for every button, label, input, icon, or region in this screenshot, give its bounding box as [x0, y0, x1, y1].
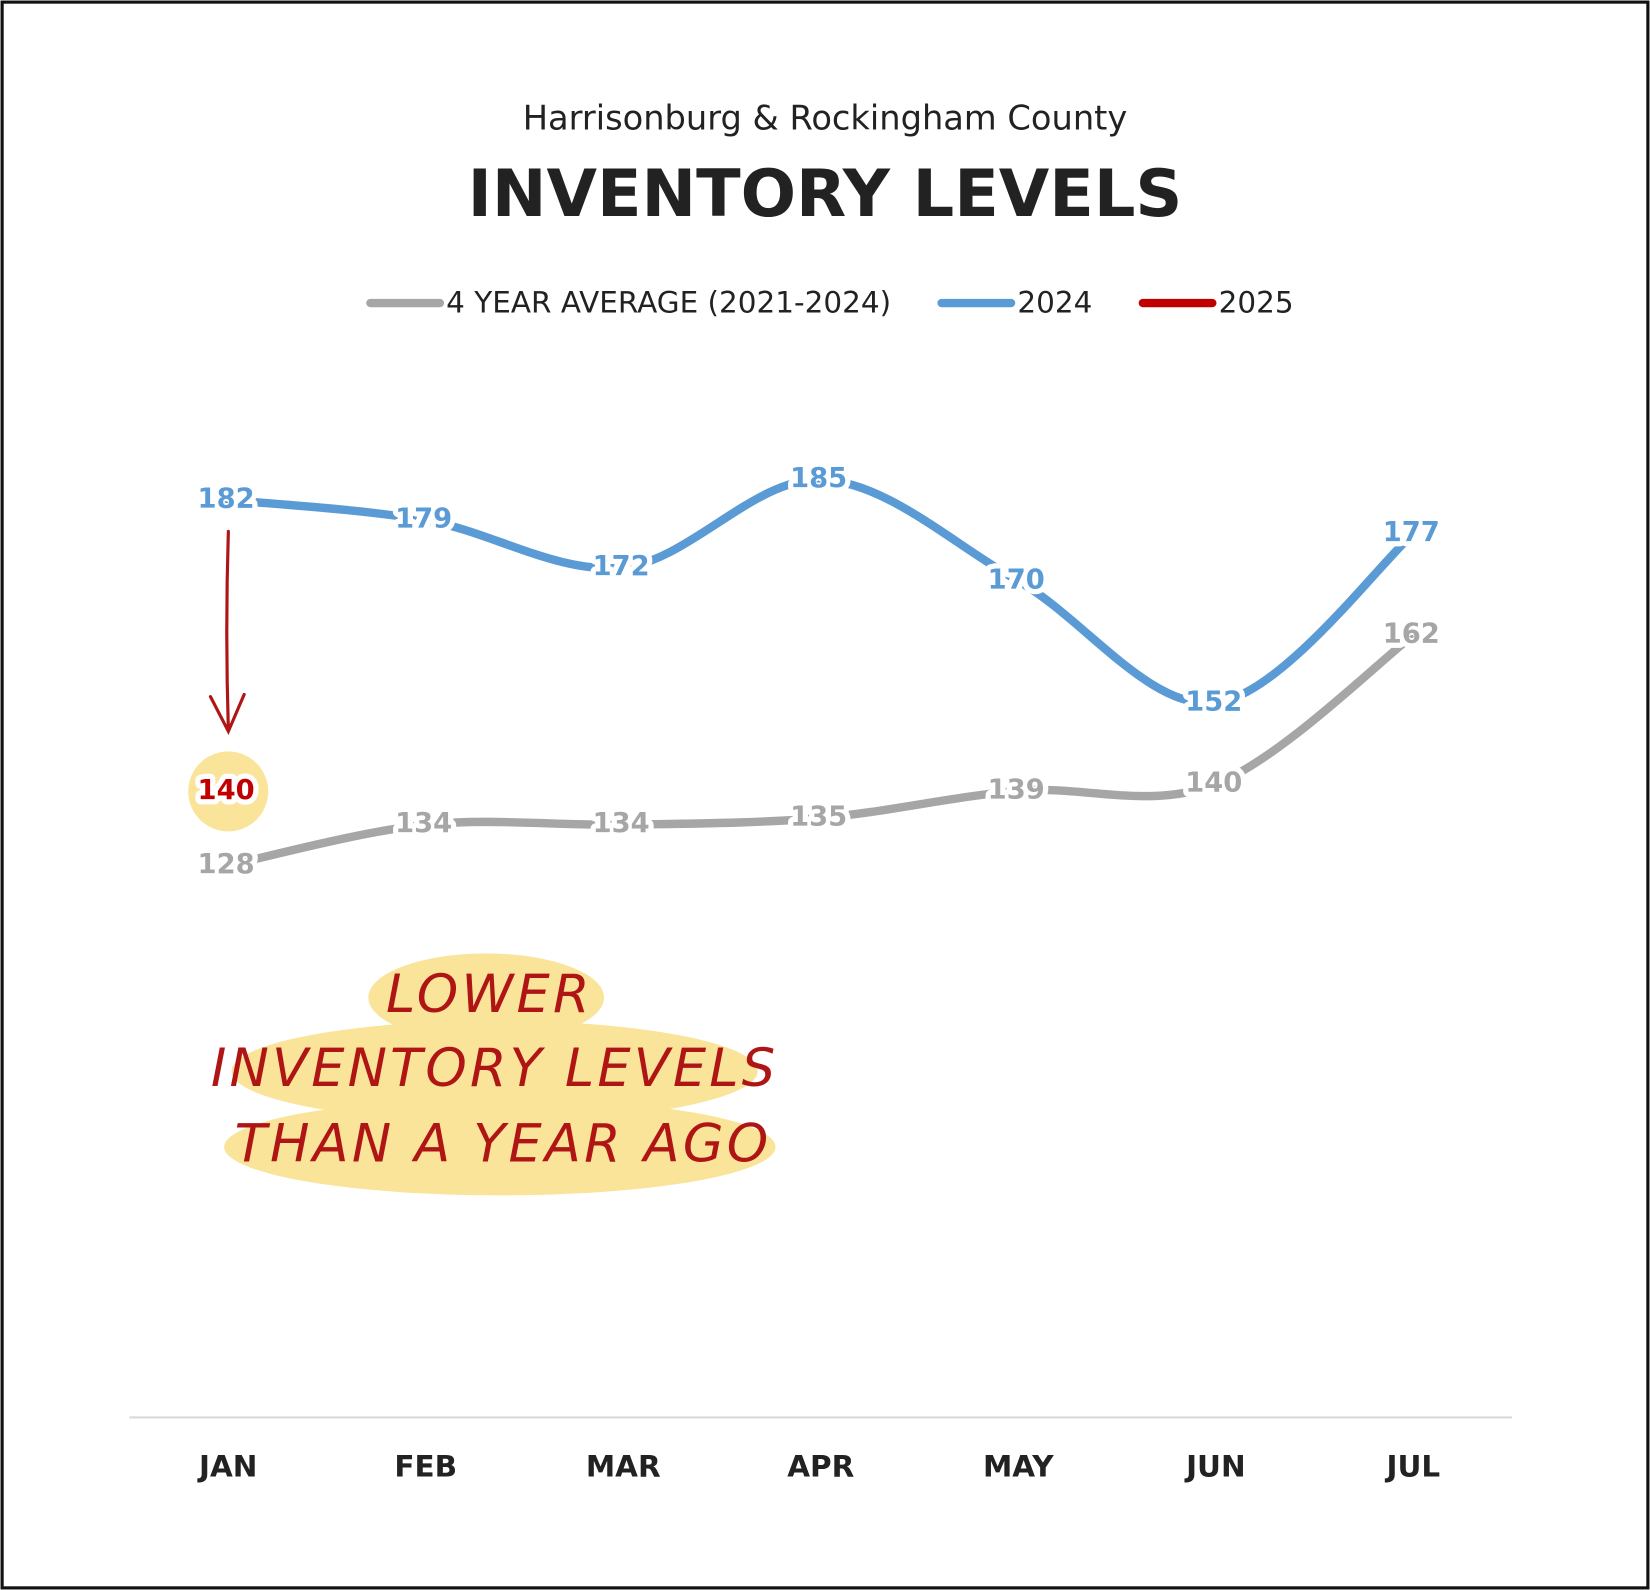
annotation: THAN A YEAR AGO [235, 1114, 772, 1175]
legend-label: 2025 [1219, 286, 1294, 320]
data-label: 128 [198, 849, 255, 880]
x-tick-label: JUN [1184, 1449, 1246, 1483]
data-label: 152 [1185, 686, 1242, 717]
annotation: INVENTORY LEVELS [211, 1038, 778, 1099]
data-label: 179 [395, 504, 452, 535]
data-label: 172 [593, 551, 650, 582]
data-label: 140 [1185, 768, 1242, 799]
legend-label: 2024 [1017, 286, 1092, 320]
annotation: LOWER [386, 964, 593, 1025]
legend-label: 4 YEAR AVERAGE (2021-2024) [446, 286, 891, 320]
data-label: 135 [790, 801, 847, 832]
data-label: 185 [790, 463, 847, 494]
chart-subtitle: Harrisonburg & Rockingham County [523, 98, 1128, 137]
chart-title: INVENTORY LEVELS [468, 156, 1183, 232]
data-label: 139 [988, 774, 1045, 805]
data-label: 182 [198, 483, 255, 514]
x-tick-label: JAN [197, 1449, 257, 1483]
x-tick-label: MAY [983, 1449, 1054, 1483]
data-label: 177 [1383, 517, 1440, 548]
annotation-highlight [224, 953, 776, 1196]
data-label: 134 [593, 808, 650, 839]
data-label: 140 [198, 775, 255, 806]
x-tick-label: FEB [394, 1449, 457, 1483]
x-tick-label: JUL [1385, 1449, 1441, 1483]
annotation-arrow [208, 529, 246, 736]
series-line [223, 475, 1418, 708]
data-label: 170 [988, 565, 1045, 596]
data-label: 134 [395, 808, 452, 839]
series-line [223, 630, 1418, 870]
highlight-point [188, 751, 269, 832]
x-tick-label: MAR [586, 1449, 661, 1483]
data-label: 162 [1383, 619, 1440, 650]
x-tick-label: APR [787, 1449, 854, 1483]
